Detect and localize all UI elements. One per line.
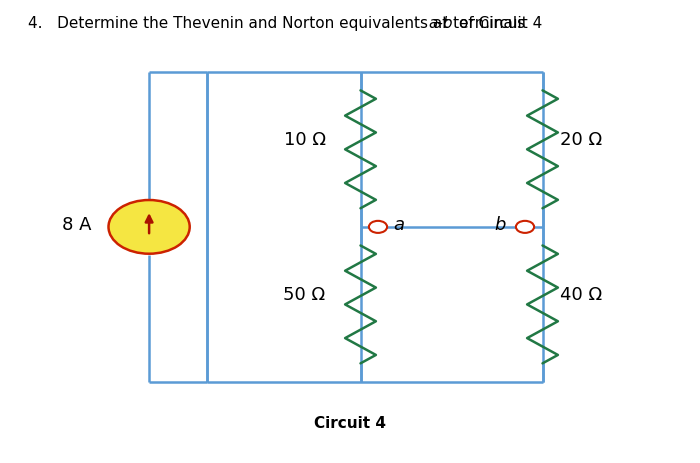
Circle shape	[516, 221, 534, 233]
Text: 50 Ω: 50 Ω	[284, 286, 326, 304]
Text: 4.   Determine the Thevenin and Norton equivalents at terminals: 4. Determine the Thevenin and Norton equ…	[28, 16, 530, 31]
Circle shape	[369, 221, 387, 233]
Text: of Circuit 4: of Circuit 4	[454, 16, 542, 31]
Text: b: b	[494, 216, 505, 233]
Text: 40 Ω: 40 Ω	[560, 286, 602, 304]
Text: Circuit 4: Circuit 4	[314, 416, 386, 431]
Text: a: a	[393, 216, 405, 233]
Text: 8 A: 8 A	[62, 216, 91, 233]
Circle shape	[108, 200, 190, 254]
Text: a-b: a-b	[428, 16, 453, 31]
Text: 10 Ω: 10 Ω	[284, 131, 326, 149]
Text: 20 Ω: 20 Ω	[560, 131, 602, 149]
